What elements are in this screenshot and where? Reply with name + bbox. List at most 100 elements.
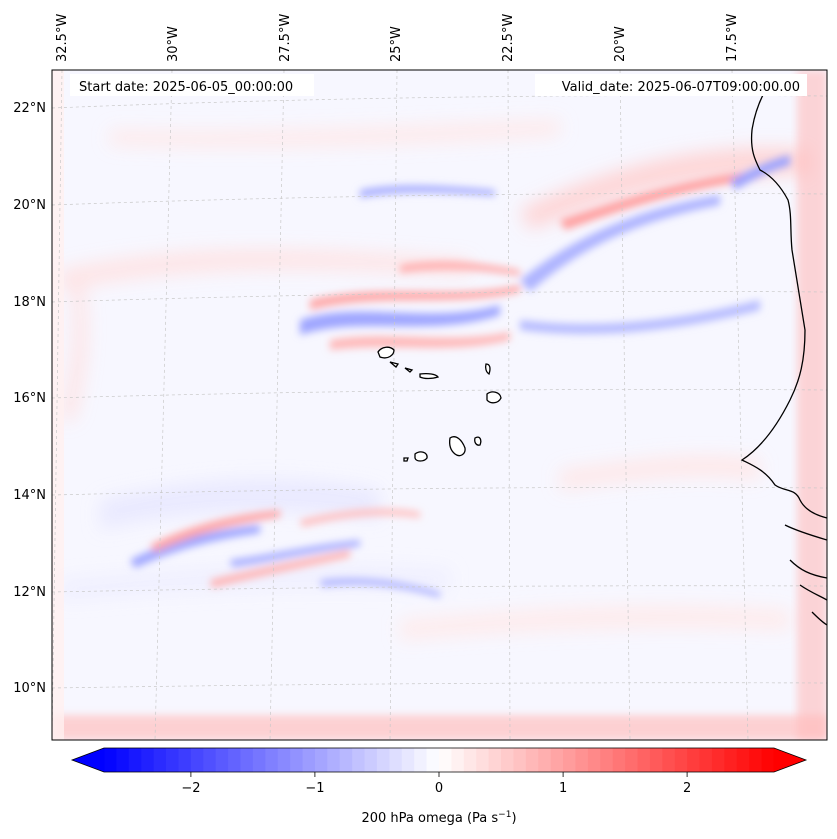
cape-verde-islands <box>377 346 502 462</box>
lon-label-27-5w: 27.5°W <box>278 14 293 62</box>
colorbar-ticks: −2 −1 0 1 2 <box>181 772 691 796</box>
colorbar-segment <box>600 748 614 772</box>
island-santo-antao <box>377 346 395 359</box>
colorbar-segment <box>166 748 180 772</box>
island-sao-nicolau <box>419 372 440 380</box>
colorbar-segment <box>711 748 725 772</box>
colorbar-segment <box>414 748 428 772</box>
valid-date-label: Valid_date: 2025-06-07T09:00:00.00 <box>562 80 800 95</box>
map-frame <box>51 69 828 741</box>
colorbar-segment <box>699 748 713 772</box>
start-date-box <box>70 74 314 96</box>
colorbar-segment <box>649 748 663 772</box>
lat-label-22n: 22°N <box>13 101 46 116</box>
colorbar-segment <box>128 748 142 772</box>
map-panel: Start date: 2025-06-05_00:00:00 Valid_da… <box>52 70 827 740</box>
lat-label-16n: 16°N <box>13 391 46 406</box>
lon-label-20w: 20°W <box>613 26 628 62</box>
lat-label-14n: 14°N <box>13 488 46 503</box>
colorbar-segment <box>463 748 477 772</box>
island-boa-vista <box>486 391 502 404</box>
colorbar-tick-label: −1 <box>305 781 324 796</box>
colorbar-tick-label: 2 <box>683 781 691 796</box>
colorbar-segment <box>488 748 502 772</box>
colorbar-segment <box>240 748 254 772</box>
colorbar-segment <box>451 748 465 772</box>
island-santiago <box>449 436 466 457</box>
island-sal <box>484 363 491 376</box>
colorbar-segment <box>190 748 204 772</box>
colorbar-segment <box>426 748 440 772</box>
omega-field <box>52 70 827 740</box>
colorbar-segment <box>736 748 750 772</box>
colorbar-segment <box>141 748 155 772</box>
colorbar-segment <box>401 748 415 772</box>
colorbar-segment <box>389 748 403 772</box>
colorbar-segment <box>563 748 577 772</box>
colorbar-segment <box>116 748 130 772</box>
colorbar-segment <box>674 748 688 772</box>
colorbar-segment <box>376 748 390 772</box>
graticule <box>52 70 827 740</box>
colorbar: −2 −1 0 1 2 200 hPa omega (Pa s−1) <box>70 747 808 826</box>
colorbar-segment <box>538 748 552 772</box>
colorbar-segment <box>662 748 676 772</box>
colorbar-segment <box>550 748 564 772</box>
colorbar-segment <box>501 748 515 772</box>
colorbar-segment <box>364 748 378 772</box>
coastline <box>740 81 827 626</box>
colorbar-segment <box>587 748 601 772</box>
lat-label-12n: 12°N <box>13 585 46 600</box>
colorbar-segment <box>203 748 217 772</box>
lat-label-10n: 10°N <box>13 681 46 696</box>
colorbar-tick-label: −2 <box>181 781 200 796</box>
colorbar-extend-max <box>773 748 806 772</box>
colorbar-segment <box>637 748 651 772</box>
colorbar-segment <box>178 748 192 772</box>
colorbar-tick-label: 1 <box>559 781 567 796</box>
colorbar-segment <box>687 748 701 772</box>
colorbar-segment <box>277 748 291 772</box>
island-sao-vicente <box>389 361 400 368</box>
colorbar-segment <box>476 748 490 772</box>
colorbar-segment <box>525 748 539 772</box>
valid-date-box <box>535 74 807 96</box>
colorbar-segment <box>439 748 453 772</box>
colorbar-segment <box>339 748 353 772</box>
colorbar-segment <box>290 748 304 772</box>
colorbar-segment <box>352 748 366 772</box>
start-date-label: Start date: 2025-06-05_00:00:00 <box>79 80 293 95</box>
colorbar-segment <box>724 748 738 772</box>
colorbar-segment <box>302 748 316 772</box>
island-santa-luzia <box>404 367 414 373</box>
colorbar-segment <box>612 748 626 772</box>
lon-label-30w: 30°W <box>166 26 181 62</box>
colorbar-segment <box>314 748 328 772</box>
lat-label-20n: 20°N <box>13 198 46 213</box>
colorbar-segments <box>72 748 806 772</box>
colorbar-extend-min <box>72 748 105 772</box>
colorbar-segment <box>327 748 341 772</box>
colorbar-segment <box>513 748 527 772</box>
island-brava <box>403 457 409 462</box>
colorbar-segment <box>215 748 229 772</box>
colorbar-segment <box>265 748 279 772</box>
lon-label-25w: 25°W <box>389 26 404 62</box>
lat-label-18n: 18°N <box>13 295 46 310</box>
latitude-labels: 22°N 20°N 18°N 16°N 14°N 12°N 10°N <box>13 101 46 696</box>
colorbar-segment <box>625 748 639 772</box>
colorbar-segment <box>228 748 242 772</box>
colorbar-segment <box>104 748 118 772</box>
island-maio <box>474 436 482 446</box>
lon-label-17-5w: 17.5°W <box>725 14 740 62</box>
longitude-labels: 32.5°W 30°W 27.5°W 25°W 22.5°W 20°W 17.5… <box>55 14 740 62</box>
colorbar-segment <box>153 748 167 772</box>
colorbar-segment <box>252 748 266 772</box>
colorbar-segment <box>575 748 589 772</box>
colorbar-tick-label: 0 <box>435 781 443 796</box>
colorbar-segment <box>761 748 775 772</box>
colorbar-outline <box>70 747 808 773</box>
lon-label-32-5w: 32.5°W <box>55 14 70 62</box>
colorbar-segment <box>749 748 763 772</box>
